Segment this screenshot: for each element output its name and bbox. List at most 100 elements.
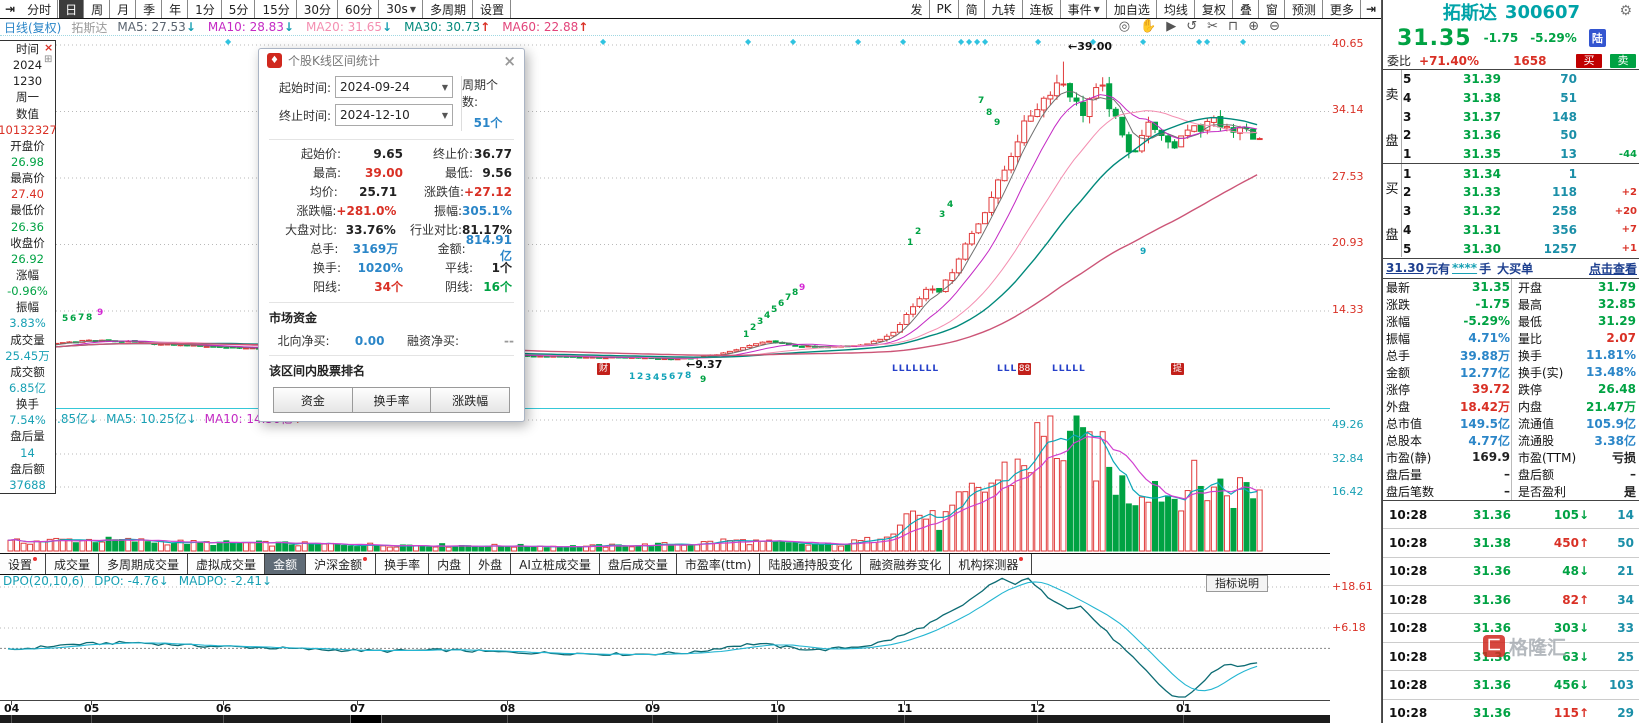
event-badge[interactable]: 88 <box>1018 363 1031 375</box>
stat-value: 39.72 <box>1472 382 1510 397</box>
order-row[interactable]: 4 31.38 51 <box>1383 89 1639 108</box>
indicator-tab-换手率[interactable]: 换手率 <box>376 554 430 574</box>
month-label: 09 <box>645 702 661 715</box>
crosshair-icon[interactable]: ◎ <box>1118 19 1131 34</box>
start-date-select[interactable]: 2024-09-24 ▼ <box>335 76 453 98</box>
period-tab-5分[interactable]: 5分 <box>221 0 256 18</box>
info-panel-close-icon[interactable]: × <box>44 41 54 54</box>
indicator-tab-外盘[interactable]: 外盘 <box>470 554 512 574</box>
indicator-tab-融资融券变化[interactable]: 融资融券变化 <box>861 554 951 574</box>
indicator-tab-AI立桩成交量[interactable]: AI立桩成交量 <box>511 554 600 574</box>
rank-button-涨跌幅[interactable]: 涨跌幅 <box>431 387 511 413</box>
horizontal-scrollbar[interactable] <box>0 715 1330 723</box>
indicator-tab-陆股通持股变化[interactable]: 陆股通持股变化 <box>760 554 862 574</box>
info-panel-grid-icon[interactable]: ⊞ <box>44 54 53 65</box>
zoom-out-icon[interactable]: ⊖ <box>1269 19 1280 34</box>
tool-tab-事件[interactable]: 事件 ▼ <box>1060 0 1107 18</box>
rank-button-资金[interactable]: 资金 <box>273 387 353 413</box>
jump-start-icon[interactable]: ⇥ <box>5 2 16 16</box>
indicator-tab-沪深金额[interactable]: 沪深金额 <box>306 554 377 574</box>
order-row[interactable]: 2 31.33 118 +2 <box>1383 183 1639 202</box>
side-char: 买 <box>1385 181 1399 197</box>
order-row[interactable]: 1 31.34 1 <box>1383 163 1639 183</box>
order-row[interactable]: 3 31.37 148 <box>1383 107 1639 126</box>
scroll-tick <box>1183 715 1184 723</box>
buy-button[interactable]: 买 <box>1576 53 1602 68</box>
scrollbar-thumb[interactable] <box>350 715 382 723</box>
info-row: 涨幅 <box>0 267 55 283</box>
order-row[interactable]: 1 31.35 13 -44 <box>1383 145 1639 164</box>
indicator-tab-内盘[interactable]: 内盘 <box>429 554 471 574</box>
indicator-tab-市盈率(ttm)[interactable]: 市盈率(ttm) <box>677 554 761 574</box>
tool-tab-复权[interactable]: 复权 <box>1194 0 1233 18</box>
indicator-tab-多周期成交量[interactable]: 多周期成交量 <box>99 554 189 574</box>
event-badge[interactable]: 财 <box>597 363 610 375</box>
tool-tab-连板[interactable]: 连板 <box>1022 0 1061 18</box>
tool-tab-预测[interactable]: 预测 <box>1284 0 1323 18</box>
hand-icon[interactable]: ✋ <box>1140 19 1157 34</box>
tool-tab-PK[interactable]: PK <box>929 0 959 18</box>
tool-tab-更多[interactable]: 更多 <box>1322 0 1361 18</box>
stat-value: – <box>1630 467 1636 482</box>
indicator-tab-金额[interactable]: 金额 <box>265 554 307 574</box>
tool-tab-加自选[interactable]: 加自选 <box>1106 0 1157 18</box>
period-tab-30分[interactable]: 30分 <box>296 0 338 18</box>
dialog-titlebar[interactable]: ♦ 个股K线区间统计 × <box>259 49 524 72</box>
period-tab-季[interactable]: 季 <box>136 0 163 18</box>
order-row[interactable]: 5 31.30 1257 +1 <box>1383 239 1639 258</box>
indicator-help-button[interactable]: 指标说明 <box>1206 575 1268 592</box>
indicator-tab-设置[interactable]: 设置 <box>0 554 47 574</box>
period-tab-月[interactable]: 月 <box>110 0 137 18</box>
period-tab-60分[interactable]: 60分 <box>338 0 380 18</box>
tool-tab-九转[interactable]: 九转 <box>984 0 1023 18</box>
end-date-select[interactable]: 2024-12-10 ▼ <box>335 104 453 126</box>
sell-button[interactable]: 卖 <box>1610 53 1636 68</box>
indicator-tab-机构探测器[interactable]: 机构探测器 <box>950 554 1033 574</box>
dpo-pane[interactable]: DPO(20,10,6) DPO: -4.76↓ MADPO: -2.41↓ 指… <box>0 573 1330 700</box>
amount-bars-chart[interactable] <box>0 409 1330 552</box>
order-row[interactable]: 3 31.32 258 +20 <box>1383 202 1639 221</box>
period-tab-年[interactable]: 年 <box>162 0 189 18</box>
jump-end-icon[interactable]: ⇥ <box>1365 2 1376 16</box>
period-tab-日[interactable]: 日 <box>58 0 85 18</box>
period-tab-15分[interactable]: 15分 <box>255 0 297 18</box>
zoom-in-icon[interactable]: ⊕ <box>1248 19 1260 34</box>
nine-turn-digit: 1 <box>629 372 636 382</box>
period-tab-设置[interactable]: 设置 <box>472 0 511 18</box>
order-row[interactable]: 2 31.36 50 <box>1383 126 1639 145</box>
dialog-close-icon[interactable]: × <box>503 51 516 70</box>
rank-button-换手率[interactable]: 换手率 <box>352 387 432 413</box>
lock-icon[interactable]: ⊓ <box>1228 19 1239 34</box>
tool-tab-均线[interactable]: 均线 <box>1156 0 1195 18</box>
up-arrow-icon: ↑ <box>1578 592 1589 607</box>
price-row: 31.35 -1.75 -5.29% 陆 <box>1383 24 1639 52</box>
tool-tab-窗[interactable]: 窗 <box>1258 0 1285 18</box>
info-row: 26.98 <box>0 154 55 170</box>
period-tab-30s[interactable]: 30s ▼ <box>379 0 423 18</box>
undo-icon[interactable]: ↺ <box>1186 19 1198 34</box>
signal-diamond-icon: ◆ <box>1204 37 1211 46</box>
candlestick-chart[interactable] <box>0 36 1330 409</box>
indicator-tab-盘后成交量[interactable]: 盘后成交量 <box>600 554 677 574</box>
gear-icon[interactable]: ⚙ <box>1619 3 1632 19</box>
tool-tab-叠[interactable]: 叠 <box>1232 0 1259 18</box>
down-arrow-icon: ↓ <box>1578 564 1589 579</box>
indicator-tab-成交量[interactable]: 成交量 <box>46 554 100 574</box>
event-badge[interactable]: 提 <box>1171 363 1184 375</box>
tool-tab-简[interactable]: 简 <box>958 0 985 18</box>
order-row[interactable]: 5 31.39 70 <box>1383 70 1639 89</box>
play-icon[interactable]: ▶ <box>1166 19 1177 34</box>
amount-pane[interactable]: .85亿↓MA5: 10.25亿↓MA10: 14.50亿↑ <box>0 408 1330 555</box>
order-row[interactable]: 4 31.31 356 +7 <box>1383 221 1639 240</box>
dpo-line-chart[interactable] <box>0 573 1330 700</box>
period-tab-分时[interactable]: 分时 <box>20 0 59 18</box>
indicator-tab-虚拟成交量[interactable]: 虚拟成交量 <box>188 554 266 574</box>
period-tab-周[interactable]: 周 <box>84 0 111 18</box>
tick-row: 10:28 31.36 303↓ 33 <box>1383 614 1639 643</box>
period-tab-1分[interactable]: 1分 <box>188 0 222 18</box>
period-tab-多周期[interactable]: 多周期 <box>422 0 473 18</box>
big-order-bar[interactable]: 31.30 元有 **** 手 大买单 点击查看 <box>1383 259 1639 279</box>
tool-tab-发[interactable]: 发 <box>903 0 930 18</box>
scissors-icon[interactable]: ✂ <box>1207 19 1219 34</box>
candlestick-pane[interactable] <box>0 35 1330 409</box>
